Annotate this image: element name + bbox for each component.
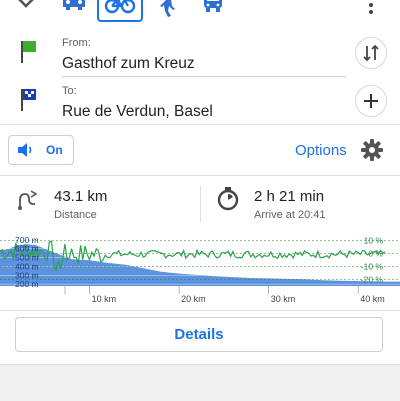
y-tick-label-grade: -10 % (361, 262, 384, 272)
divider (0, 175, 400, 176)
mode-walk-button[interactable] (156, 0, 180, 20)
mode-bicycle-button[interactable] (97, 0, 143, 22)
details-label: Details (174, 326, 223, 343)
settings-gear-icon[interactable] (360, 138, 384, 162)
x-tick-label: 20 km (181, 294, 206, 304)
bottom-bar (0, 364, 400, 401)
walk-icon (156, 0, 180, 20)
collapse-chevron-icon[interactable] (14, 0, 38, 16)
options-link[interactable]: Options (295, 142, 347, 159)
details-button[interactable]: Details (15, 317, 383, 352)
from-flag-icon (19, 39, 39, 65)
distance-route-icon (16, 189, 38, 211)
to-flag-icon (19, 87, 39, 113)
mode-car-button[interactable] (60, 0, 88, 18)
to-field[interactable]: Rue de Verdun, Basel (62, 100, 346, 124)
distance-label: Distance (54, 209, 97, 221)
y-tick-label-grade: 0 % (368, 249, 383, 259)
y-tick-label-elevation: 200 m (15, 279, 39, 289)
x-tick-label: 10 km (92, 294, 117, 304)
more-options-icon[interactable] (364, 0, 378, 16)
bicycle-icon (99, 0, 141, 20)
distance-value: 43.1 km (54, 188, 107, 205)
swap-arrows-icon (356, 38, 386, 68)
from-value: Gasthof zum Kreuz (62, 55, 195, 72)
arrival-label: Arrive at 20:41 (254, 209, 326, 221)
plus-icon (356, 86, 386, 116)
x-tick-label: 30 km (271, 294, 296, 304)
divider (0, 124, 400, 125)
divider (0, 310, 400, 311)
y-tick-label-grade: -20 % (361, 275, 384, 285)
car-icon (60, 0, 88, 18)
from-field[interactable]: Gasthof zum Kreuz (62, 52, 346, 77)
elevation-chart[interactable]: 700 m 600 m 500 m 400 m 300 m 200 m 10 % 0 % -10… (0, 230, 400, 310)
time-value: 2 h 21 min (254, 188, 324, 205)
mode-transit-button[interactable] (200, 0, 226, 18)
bus-icon (200, 0, 226, 18)
y-tick-label-grade: 10 % (364, 236, 384, 246)
to-label: To: (62, 85, 77, 97)
to-value: Rue de Verdun, Basel (62, 103, 213, 120)
add-waypoint-button[interactable] (355, 85, 387, 117)
x-tick-label: 40 km (360, 294, 385, 304)
from-label: From: (62, 37, 91, 49)
speaker-icon (16, 140, 36, 160)
stopwatch-icon (216, 186, 240, 212)
voice-label: On (46, 143, 63, 157)
stats-divider (200, 186, 201, 222)
swap-button[interactable] (355, 37, 387, 69)
voice-toggle-button[interactable]: On (8, 135, 74, 165)
